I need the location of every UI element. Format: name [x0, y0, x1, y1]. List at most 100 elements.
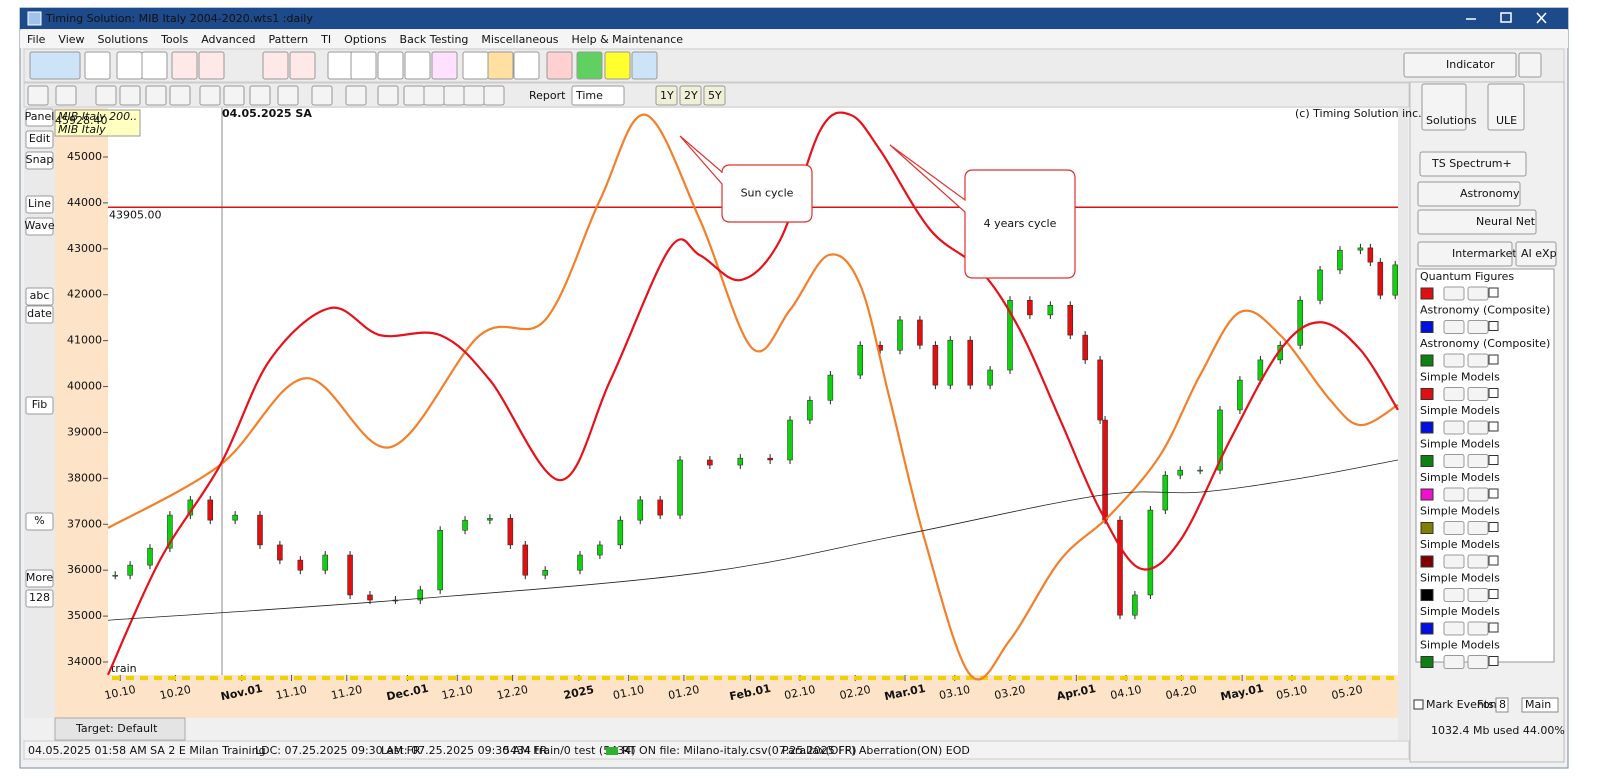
panel-button[interactable]: AI eXp — [1521, 247, 1557, 260]
button[interactable] — [443, 85, 465, 106]
close[interactable] — [1536, 12, 1547, 24]
tool-button[interactable]: abc — [30, 289, 50, 302]
model-swatch[interactable] — [1420, 321, 1434, 333]
button[interactable] — [1467, 588, 1489, 602]
button[interactable] — [576, 51, 603, 80]
button[interactable] — [1443, 320, 1465, 334]
button[interactable] — [1419, 151, 1527, 177]
button[interactable] — [25, 151, 54, 170]
button[interactable] — [1467, 286, 1489, 301]
button[interactable] — [327, 51, 354, 80]
model-swatch[interactable] — [1420, 455, 1434, 467]
model-swatch[interactable] — [1420, 522, 1434, 534]
menu-item[interactable]: Tools — [160, 33, 188, 46]
tool-button[interactable]: 128 — [29, 591, 50, 604]
button[interactable] — [277, 85, 299, 106]
button[interactable] — [25, 108, 54, 127]
button[interactable] — [1443, 420, 1465, 435]
button[interactable] — [141, 51, 168, 80]
button[interactable] — [1443, 454, 1465, 468]
button[interactable] — [1467, 521, 1489, 535]
checkbox[interactable] — [1488, 522, 1499, 532]
range-button[interactable]: 1Y — [660, 89, 674, 102]
scrollbar[interactable] — [1398, 108, 1408, 740]
model-swatch[interactable] — [1420, 354, 1434, 367]
button[interactable] — [1467, 655, 1489, 669]
model-swatch[interactable] — [1420, 589, 1434, 601]
maximize[interactable] — [1500, 12, 1512, 23]
button[interactable] — [223, 85, 245, 106]
button[interactable] — [25, 396, 54, 415]
panel-tab[interactable]: Solutions — [1426, 114, 1477, 127]
tool-button[interactable]: Snap — [26, 153, 54, 166]
checkbox[interactable] — [1488, 321, 1499, 331]
checkbox[interactable] — [1488, 555, 1499, 566]
button[interactable] — [679, 85, 702, 106]
range-button[interactable]: 2Y — [684, 89, 698, 102]
button[interactable] — [55, 85, 77, 106]
button[interactable] — [1467, 554, 1489, 569]
menu-item[interactable]: Advanced — [201, 33, 255, 46]
button[interactable] — [25, 217, 54, 236]
model-swatch[interactable] — [1420, 555, 1434, 568]
button[interactable] — [513, 51, 540, 80]
button[interactable] — [1417, 241, 1513, 267]
button[interactable] — [169, 85, 191, 106]
button[interactable] — [1467, 387, 1489, 401]
button[interactable] — [462, 51, 489, 80]
button[interactable] — [95, 85, 117, 106]
button[interactable] — [199, 85, 221, 106]
range-button[interactable]: 5Y — [708, 89, 722, 102]
tool-button[interactable]: Line — [28, 197, 51, 210]
tool-button[interactable]: Edit — [29, 132, 51, 145]
menu-item[interactable]: Pattern — [269, 33, 309, 46]
button[interactable] — [1443, 621, 1465, 636]
menu-item[interactable]: Miscellaneous — [481, 33, 558, 46]
tool-button[interactable]: % — [34, 514, 44, 527]
button[interactable] — [604, 51, 631, 80]
panel-button[interactable]: Astronomy — [1460, 187, 1520, 200]
button[interactable] — [1467, 420, 1489, 435]
time-select[interactable]: Time — [575, 89, 603, 102]
indicator-button[interactable]: Indicator — [1446, 58, 1495, 71]
tool-button[interactable]: Wave — [24, 219, 54, 232]
button[interactable] — [25, 130, 54, 149]
button[interactable] — [29, 51, 81, 80]
panel-button[interactable]: Intermarket — [1452, 247, 1517, 260]
button[interactable] — [1443, 387, 1465, 401]
panel-tab[interactable]: ULE — [1496, 114, 1517, 127]
button[interactable] — [1467, 353, 1489, 368]
button[interactable] — [25, 287, 54, 306]
panel-button[interactable]: Neural Net — [1476, 215, 1536, 228]
button[interactable] — [377, 51, 404, 80]
tool-button[interactable]: date — [27, 307, 52, 320]
button[interactable] — [1417, 181, 1521, 207]
checkbox[interactable] — [1488, 656, 1499, 666]
panel-button[interactable]: TS Spectrum+ — [1431, 157, 1512, 170]
button[interactable] — [25, 569, 54, 588]
checkbox[interactable] — [1488, 455, 1499, 465]
button[interactable] — [404, 51, 431, 80]
button[interactable] — [1443, 554, 1465, 569]
button[interactable] — [487, 51, 514, 80]
tool-button[interactable]: More — [26, 571, 54, 584]
button[interactable] — [1443, 655, 1465, 669]
tool-button[interactable]: Fib — [32, 398, 48, 411]
button[interactable] — [1467, 487, 1489, 502]
button[interactable] — [1443, 521, 1465, 535]
button[interactable] — [262, 51, 289, 80]
button[interactable] — [1443, 487, 1465, 502]
checkbox[interactable] — [1488, 622, 1499, 633]
button[interactable] — [1443, 353, 1465, 368]
button[interactable] — [345, 85, 367, 106]
button[interactable] — [631, 51, 658, 80]
button[interactable] — [25, 195, 54, 214]
button[interactable] — [1421, 83, 1467, 131]
button[interactable] — [703, 85, 726, 106]
button[interactable] — [1518, 52, 1542, 78]
button[interactable] — [377, 85, 399, 106]
checkbox[interactable] — [1488, 388, 1499, 398]
model-swatch[interactable] — [1420, 421, 1434, 434]
button[interactable] — [27, 85, 49, 106]
menu-item[interactable]: Options — [344, 33, 387, 46]
